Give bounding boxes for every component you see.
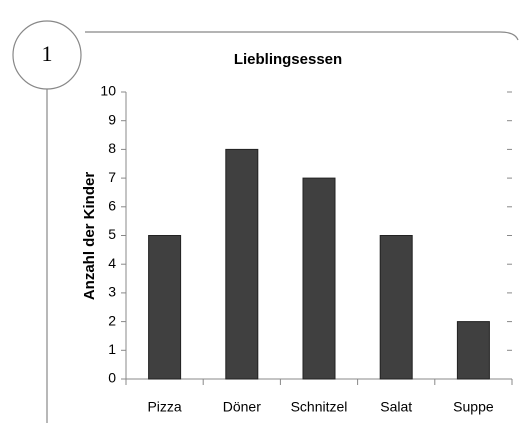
y-tick-label: 5 — [108, 226, 116, 242]
x-tick-label: Pizza — [147, 399, 181, 415]
y-tick-label: 1 — [108, 341, 116, 357]
x-tick-label: Salat — [380, 399, 412, 415]
y-tick-label: 4 — [108, 255, 116, 271]
y-axis-label: Anzahl der Kinder — [81, 172, 98, 301]
x-tick-label: Suppe — [453, 399, 494, 415]
exercise-circle — [12, 20, 82, 90]
exercise-number: 1 — [42, 41, 53, 66]
bar — [225, 148, 259, 380]
bar — [302, 177, 336, 380]
bar — [148, 235, 182, 380]
bar — [379, 235, 413, 380]
y-tick-label: 0 — [108, 370, 116, 386]
bar — [456, 321, 490, 380]
y-tick-label: 2 — [108, 312, 116, 328]
y-tick-label: 9 — [108, 111, 116, 127]
x-tick-label: Döner — [223, 399, 261, 415]
y-tick-label: 7 — [108, 169, 116, 185]
x-tick-label: Schnitzel — [291, 399, 348, 415]
frame-top — [85, 31, 519, 41]
y-tick-label: 10 — [100, 83, 116, 99]
y-tick-label: 8 — [108, 140, 116, 156]
y-tick-label: 6 — [108, 198, 116, 214]
chart-title: Lieblingsessen — [234, 51, 342, 68]
y-tick-label: 3 — [108, 284, 116, 300]
